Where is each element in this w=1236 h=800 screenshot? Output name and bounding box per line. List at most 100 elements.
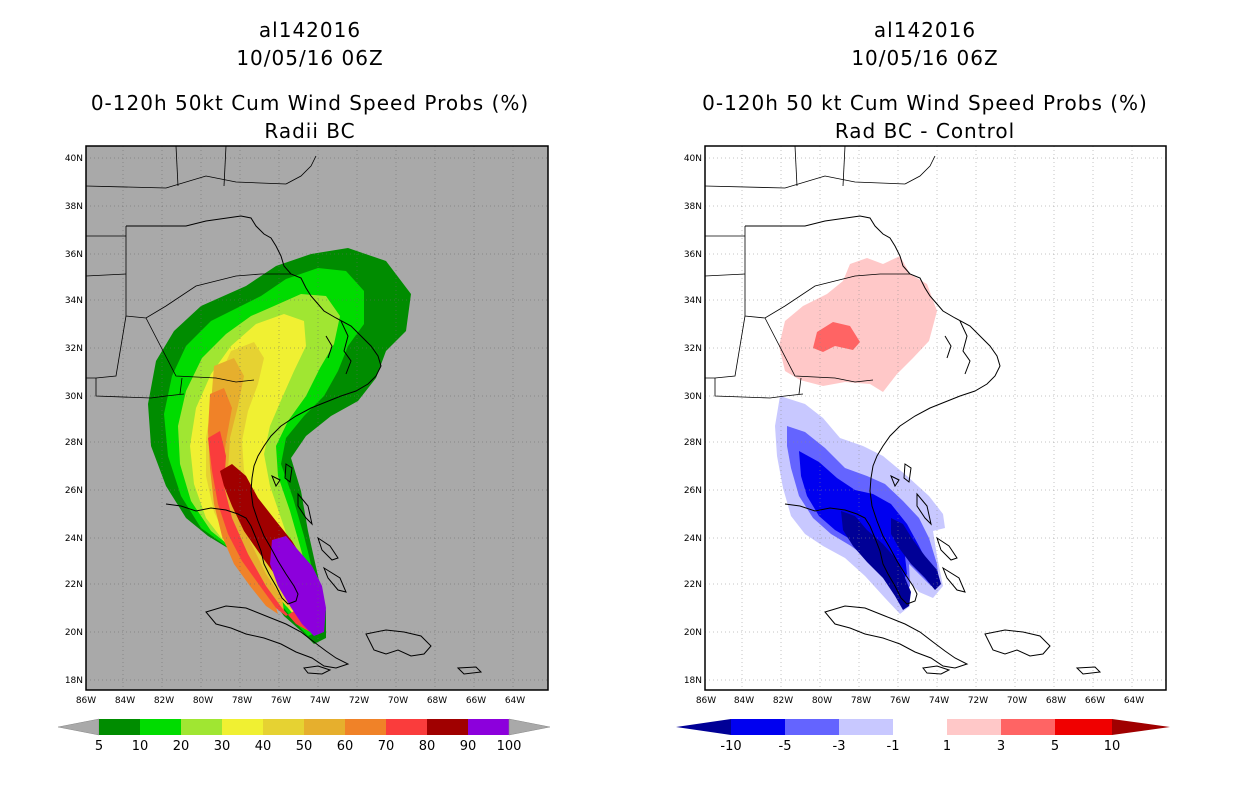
lat-label: 30N xyxy=(684,392,702,402)
colorbar-label: 5 xyxy=(1051,739,1059,754)
lon-label: 76W xyxy=(271,696,291,706)
left-colorbar: 5 10 20 30 40 50 60 70 80 90 100 xyxy=(57,718,551,754)
colorbar-label: 5 xyxy=(95,739,103,754)
right-grid xyxy=(705,146,1166,690)
colorbar-label: 10 xyxy=(132,739,149,754)
lat-label: 20N xyxy=(65,628,83,638)
lon-label: 68W xyxy=(1046,696,1066,706)
lat-label: 22N xyxy=(684,580,702,590)
colorbar-swatch xyxy=(181,719,222,735)
lon-label: 72W xyxy=(349,696,369,706)
right-map-frame xyxy=(704,145,1167,691)
lon-label: 74W xyxy=(310,696,330,706)
colorbar-swatch xyxy=(345,719,386,735)
lat-label: 38N xyxy=(65,202,83,212)
left-grid xyxy=(86,146,548,690)
lat-label: 30N xyxy=(65,392,83,402)
colorbar-label: 90 xyxy=(460,739,477,754)
lat-label: 24N xyxy=(65,534,83,544)
lat-label: 18N xyxy=(684,676,702,686)
lon-label: 84W xyxy=(115,696,135,706)
lat-label: 28N xyxy=(65,438,83,448)
colorbar-label: 1 xyxy=(943,739,951,754)
colorbar-label: 50 xyxy=(296,739,313,754)
colorbar-arrow-low xyxy=(676,719,731,735)
lon-label: 82W xyxy=(773,696,793,706)
colorbar-arrow-high xyxy=(1112,719,1170,735)
lon-label: 74W xyxy=(929,696,949,706)
colorbar-label: 3 xyxy=(997,739,1005,754)
colorbar-label: 10 xyxy=(1104,739,1121,754)
lat-label: 18N xyxy=(65,676,83,686)
colorbar-swatch xyxy=(947,719,1001,735)
lon-label: 78W xyxy=(851,696,871,706)
colorbar-label: 60 xyxy=(337,739,354,754)
right-datetime: 10/05/16 06Z xyxy=(851,46,999,70)
colorbar-swatch xyxy=(263,719,304,735)
colorbar-label: -10 xyxy=(720,739,741,754)
left-map-panel xyxy=(85,145,549,691)
lon-label: 70W xyxy=(388,696,408,706)
right-lon-labels: 86W 84W 82W 80W 78W 76W 74W 72W 70W 68W … xyxy=(696,696,1144,706)
right-chart-title: 0-120h 50 kt Cum Wind Speed Probs (%) xyxy=(702,91,1148,115)
lon-label: 86W xyxy=(696,696,716,706)
colorbar-label: 40 xyxy=(255,739,272,754)
lon-label: 64W xyxy=(1124,696,1144,706)
left-datetime: 10/05/16 06Z xyxy=(236,46,384,70)
colorbar-label: 20 xyxy=(173,739,190,754)
colorbar-swatch xyxy=(893,719,947,735)
colorbar-label: -3 xyxy=(833,739,846,754)
colorbar-swatch xyxy=(1055,719,1112,735)
colorbar-label: 100 xyxy=(497,739,522,754)
left-lon-labels: 86W 84W 82W 80W 78W 76W 74W 72W 70W 68W … xyxy=(76,696,525,706)
lon-label: 72W xyxy=(968,696,988,706)
colorbar-label: 80 xyxy=(419,739,436,754)
lat-label: 26N xyxy=(65,486,83,496)
lon-label: 64W xyxy=(505,696,525,706)
lat-label: 20N xyxy=(684,628,702,638)
lon-label: 78W xyxy=(232,696,252,706)
lon-label: 82W xyxy=(154,696,174,706)
lat-label: 40N xyxy=(65,154,83,164)
lon-label: 66W xyxy=(466,696,486,706)
right-map-background xyxy=(705,146,1166,690)
right-chart-subtitle: Rad BC - Control xyxy=(834,119,1016,143)
colorbar-arrow-high xyxy=(508,718,551,736)
lon-label: 66W xyxy=(1085,696,1105,706)
colorbar-label: 30 xyxy=(214,739,231,754)
left-storm-id: al142016 xyxy=(258,18,362,42)
lon-label: 80W xyxy=(193,696,213,706)
left-chart-subtitle: Radii BC xyxy=(264,119,356,143)
colorbar-label: -1 xyxy=(887,739,900,754)
lat-label: 28N xyxy=(684,438,702,448)
lat-label: 24N xyxy=(684,534,702,544)
left-lat-labels: 40N 38N 36N 34N 32N 30N 28N 26N 24N 22N … xyxy=(65,154,83,686)
left-map-frame xyxy=(85,145,549,691)
lon-label: 70W xyxy=(1007,696,1027,706)
right-colorbar: -10 -5 -3 -1 1 3 5 10 xyxy=(676,719,1170,754)
right-lat-labels: 40N 38N 36N 34N 32N 30N 28N 26N 24N 22N … xyxy=(684,154,702,686)
colorbar-swatch xyxy=(731,719,785,735)
lat-label: 34N xyxy=(684,296,702,306)
colorbar-swatch xyxy=(1001,719,1055,735)
lon-label: 84W xyxy=(734,696,754,706)
colorbar-swatch xyxy=(304,719,345,735)
lat-label: 38N xyxy=(684,202,702,212)
lon-label: 76W xyxy=(890,696,910,706)
colorbar-swatch xyxy=(468,719,509,735)
left-chart-title: 0-120h 50kt Cum Wind Speed Probs (%) xyxy=(90,91,530,115)
lat-label: 36N xyxy=(684,250,702,260)
right-map-panel xyxy=(704,145,1167,691)
colorbar-swatch xyxy=(839,719,893,735)
lon-label: 80W xyxy=(812,696,832,706)
lat-label: 26N xyxy=(684,486,702,496)
colorbar-swatch xyxy=(140,719,181,735)
colorbar-swatch xyxy=(222,719,263,735)
lat-label: 32N xyxy=(65,344,83,354)
lon-label: 68W xyxy=(427,696,447,706)
lat-label: 32N xyxy=(684,344,702,354)
lon-label: 86W xyxy=(76,696,96,706)
colorbar-arrow-low xyxy=(57,718,100,736)
lat-label: 34N xyxy=(65,296,83,306)
colorbar-swatch xyxy=(785,719,839,735)
